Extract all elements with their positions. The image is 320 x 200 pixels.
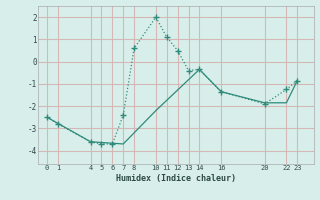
X-axis label: Humidex (Indice chaleur): Humidex (Indice chaleur) [116, 174, 236, 183]
